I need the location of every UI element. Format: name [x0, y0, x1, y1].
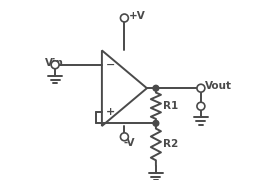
Circle shape [197, 102, 205, 110]
Text: -V: -V [123, 138, 135, 148]
Text: −: − [106, 60, 116, 70]
Circle shape [153, 85, 159, 91]
Text: Vout: Vout [205, 81, 232, 91]
Circle shape [120, 14, 128, 22]
Text: R2: R2 [163, 140, 178, 149]
Text: Vin: Vin [45, 58, 64, 68]
Circle shape [153, 120, 159, 126]
Circle shape [120, 133, 128, 141]
Text: +V: +V [129, 11, 146, 21]
Circle shape [51, 61, 59, 69]
Circle shape [197, 84, 205, 92]
Text: +: + [106, 107, 116, 117]
Text: R1: R1 [163, 101, 178, 111]
